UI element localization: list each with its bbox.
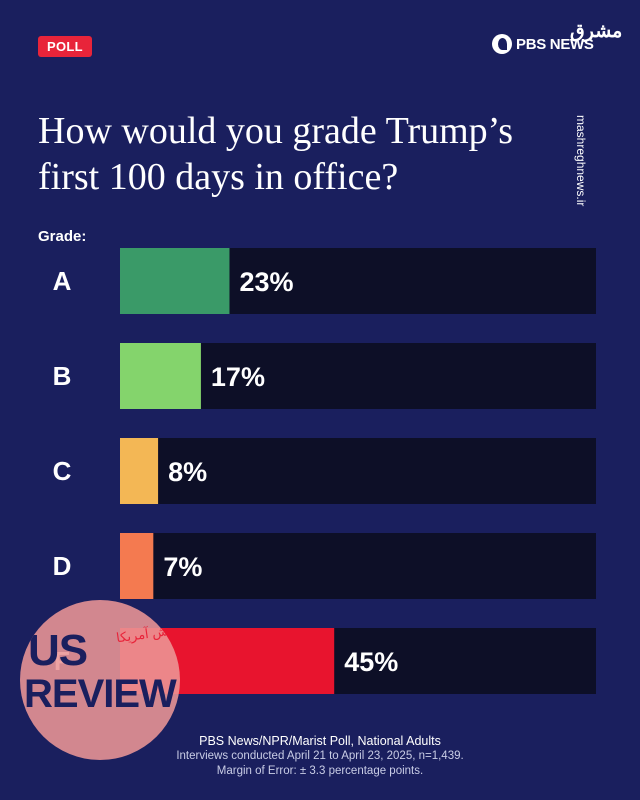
value-label-f: 45% <box>344 647 398 677</box>
bar-track <box>120 533 596 599</box>
value-label-b: 17% <box>211 362 265 392</box>
bar-c <box>120 438 159 504</box>
value-label-a: 23% <box>239 267 293 297</box>
value-label-c: 8% <box>168 457 207 487</box>
watermark-name: مشرق <box>570 20 623 42</box>
poll-badge: POLL <box>38 36 92 57</box>
stamp-review-text: REVIEW <box>24 672 177 716</box>
bar-d <box>120 533 154 599</box>
footer-dates: Interviews conducted April 21 to April 2… <box>176 750 464 762</box>
bar-a <box>120 248 230 314</box>
chart-title: How would you grade Trump’s first 100 da… <box>38 108 588 200</box>
footer: PBS News/NPR/Marist Poll, National Adult… <box>0 734 640 779</box>
bar-track <box>120 438 596 504</box>
category-label-c: C <box>53 456 72 486</box>
title-line-2: first 100 days in office? <box>38 156 399 198</box>
stamp-farsi-text: پایش آمریکا <box>115 621 180 646</box>
grade-axis-label: Grade: <box>38 228 87 245</box>
footer-moe: Margin of Error: ± 3.3 percentage points… <box>216 765 424 777</box>
bar-b <box>120 343 201 409</box>
pbs-head-icon <box>492 34 512 54</box>
title-line-1: How would you grade Trump’s <box>38 110 514 152</box>
category-label-a: A <box>53 266 72 296</box>
footer-source: PBS News/NPR/Marist Poll, National Adult… <box>199 734 441 748</box>
us-review-stamp: پایش آمریکا US REVIEW <box>20 600 180 760</box>
pbs-news-logo: PBS NEWS <box>492 34 594 54</box>
brand-name: PBS NEWS <box>516 35 594 53</box>
stamp-us-text: US <box>28 626 88 675</box>
category-label-d: D <box>53 551 72 581</box>
category-label-b: B <box>53 361 72 391</box>
value-label-d: 7% <box>163 552 202 582</box>
